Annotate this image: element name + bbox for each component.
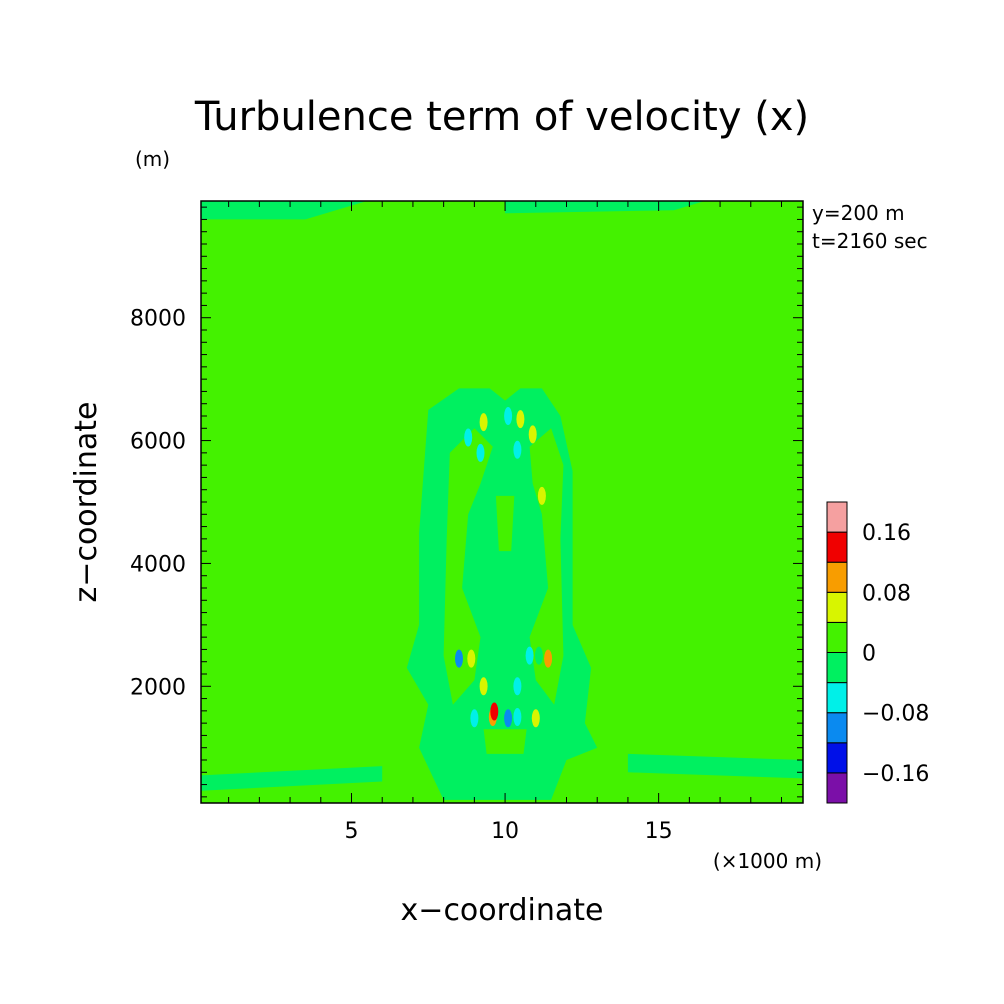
annotation-time: t=2160 sec [812, 229, 928, 253]
x-tick-label: 5 [345, 819, 359, 844]
y-tick-label: 8000 [130, 307, 186, 332]
contour-spot-2 [470, 709, 479, 728]
contour-spot-17 [476, 443, 485, 462]
contour-regions [201, 201, 803, 800]
x-unit-label: (×1000 m) [713, 849, 822, 873]
colorbar-swatch [826, 621, 848, 654]
colorbar-tick-label: 0.16 [862, 521, 911, 546]
colorbar-swatch [826, 772, 848, 804]
contour-spot-7 [513, 677, 522, 696]
chart-title: Turbulence term of velocity (x) [194, 94, 809, 140]
contour-spot-15 [504, 407, 513, 425]
colorbar-tick-label: −0.16 [862, 762, 929, 787]
colorbar-swatch [826, 501, 848, 533]
contour-spot-12 [534, 646, 543, 665]
contour-region-5 [443, 428, 493, 705]
colorbar-tick-label: 0.08 [862, 581, 911, 606]
colorbar-swatch [826, 561, 848, 593]
colorbar: −0.16 −0.08 0 0.08 0.16 [826, 501, 929, 804]
contour-spot-5 [504, 709, 513, 728]
x-axis-label: x−coordinate [401, 893, 604, 928]
x-tick-labels: 5 10 15 [345, 819, 673, 844]
contour-region-1 [505, 201, 705, 214]
y-tick-labels: 2000 4000 6000 8000 [130, 307, 186, 701]
colorbar-swatch [826, 531, 848, 563]
contour-region-2 [201, 766, 383, 791]
contour-region-7 [495, 495, 515, 552]
contour-spot-8 [455, 649, 463, 668]
contour-spot-3 [531, 709, 540, 728]
axis-ticks [201, 201, 803, 803]
contour-spot-21 [537, 486, 546, 505]
colorbar-swatch [826, 712, 848, 744]
contour-spot-9 [467, 649, 476, 668]
contour-region-0 [201, 201, 367, 220]
y-axis-label: z−coordinate [69, 402, 104, 603]
colorbar-swatch [826, 591, 848, 623]
contour-spot-6 [479, 677, 488, 696]
contour-spot-14 [479, 413, 488, 432]
x-tick-label: 15 [645, 819, 673, 844]
plot-area [201, 201, 803, 803]
contour-spot-20 [491, 422, 500, 441]
y-tick-label: 2000 [130, 675, 186, 700]
contour-spots [455, 407, 553, 728]
contour-spot-11 [525, 646, 534, 665]
contour-region-8 [483, 729, 527, 754]
contour-spot-16 [516, 410, 525, 429]
contour-spot-4 [490, 702, 499, 721]
colorbar-tick-label: −0.08 [862, 702, 929, 727]
colorbar-swatch [826, 682, 848, 714]
contour-spot-19 [528, 425, 537, 444]
x-tick-label: 10 [491, 819, 519, 844]
contour-spot-18 [513, 440, 522, 459]
y-tick-label: 4000 [130, 552, 186, 577]
colorbar-tick-label: 0 [862, 642, 876, 667]
y-tick-label: 6000 [130, 430, 186, 455]
annotation-y-position: y=200 m [812, 201, 905, 225]
contour-spot-13 [464, 428, 473, 447]
contour-region-3 [627, 753, 803, 779]
contour-spot-1 [513, 708, 522, 726]
contour-spot-10 [544, 649, 553, 668]
colorbar-swatch [826, 652, 848, 684]
y-unit-label: (m) [135, 147, 170, 171]
colorbar-swatch [826, 742, 848, 774]
